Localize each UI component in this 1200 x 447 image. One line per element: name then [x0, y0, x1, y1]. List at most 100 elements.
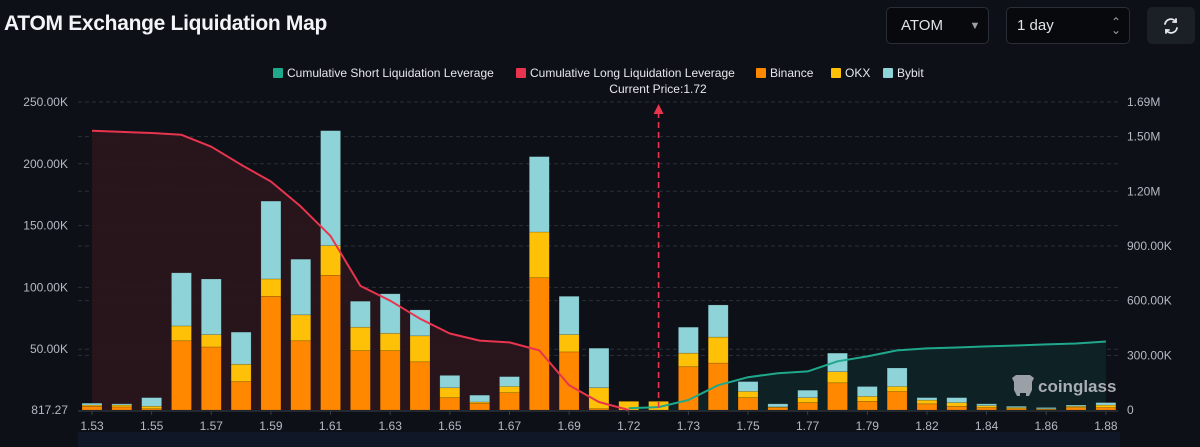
symbol-select-value: ATOM [901, 17, 943, 34]
bar-binance-4 [200, 346, 222, 411]
refresh-button[interactable] [1147, 7, 1195, 44]
left-axis-tick: 200.00K [23, 157, 68, 171]
bar-okx-7 [290, 314, 312, 342]
legend-swatch-1 [516, 68, 526, 78]
short-liquidation-line [628, 340, 1106, 410]
bar-okx-16 [558, 334, 580, 353]
bar-binance-13 [469, 402, 490, 411]
bar-okx-27 [886, 386, 908, 392]
x-axis-tick: 1.53 [80, 419, 104, 433]
bar-okx-25 [827, 371, 848, 384]
bar-bybit-28 [916, 397, 938, 401]
bar-bybit-29 [946, 397, 968, 403]
bar-bybit-30 [976, 403, 997, 406]
bar-bybit-33 [1065, 404, 1087, 407]
bar-okx-6 [260, 278, 282, 297]
bar-bybit-25 [827, 352, 848, 372]
left-axis-tick: 150.00K [23, 219, 68, 233]
bar-bybit-8 [320, 130, 341, 246]
bar-bybit-34 [1095, 402, 1117, 406]
x-axis-tick: 1.86 [1035, 419, 1059, 433]
right-axis-tick: 0 [1127, 403, 1134, 417]
x-axis-tick: 1.67 [498, 419, 522, 433]
bar-binance-14 [499, 392, 520, 411]
x-axis-tick: 1.55 [140, 419, 164, 433]
left-axis-tick: 50.00K [30, 342, 68, 356]
bar-binance-25 [827, 382, 848, 411]
left-axis-tick: 250.00K [23, 95, 68, 109]
bar-binance-1 [111, 406, 133, 411]
bar-bybit-23 [767, 403, 789, 408]
bar-binance-24 [797, 402, 818, 411]
bar-binance-21 [707, 362, 729, 411]
x-axis-tick: 1.82 [915, 419, 939, 433]
right-axis-tick: 1.50M [1127, 130, 1160, 144]
x-axis-tick: 1.59 [259, 419, 283, 433]
bar-binance-28 [916, 403, 938, 411]
x-axis-tick: 1.88 [1094, 419, 1118, 433]
bar-okx-14 [499, 386, 520, 393]
bar-bybit-21 [707, 304, 729, 338]
bar-bybit-17 [588, 347, 610, 389]
bar-binance-22 [737, 397, 759, 411]
current-price-label: Current Price:1.72 [609, 82, 707, 96]
bar-binance-32 [1035, 409, 1057, 411]
left-axis-tick: 100.00K [23, 280, 68, 294]
bar-okx-23 [767, 406, 789, 408]
bar-bybit-12 [439, 375, 461, 389]
bar-binance-5 [230, 381, 252, 411]
bar-okx-28 [916, 399, 938, 405]
bar-bybit-20 [678, 326, 699, 354]
bar-okx-3 [171, 325, 192, 342]
bar-binance-10 [379, 350, 401, 411]
zoom-slider[interactable] [78, 432, 1120, 447]
bar-okx-15 [528, 231, 550, 279]
legend-label: Binance [770, 66, 814, 80]
bar-binance-23 [767, 407, 789, 411]
bar-binance-30 [976, 407, 997, 411]
bar-okx-4 [200, 334, 222, 348]
refresh-icon [1164, 17, 1178, 34]
legend-label: OKX [845, 66, 870, 80]
bar-binance-29 [946, 405, 968, 411]
bar-bybit-13 [469, 394, 490, 403]
bar-binance-3 [171, 340, 192, 411]
bar-bybit-0 [81, 402, 103, 406]
bar-bybit-9 [350, 300, 371, 328]
bar-bybit-32 [1035, 407, 1057, 410]
bar-binance-6 [260, 295, 282, 411]
legend-swatch-4 [883, 68, 893, 78]
bar-binance-33 [1065, 407, 1087, 411]
period-select[interactable]: 1 day ⌃ ⌄ [1006, 7, 1130, 44]
bar-binance-0 [81, 405, 103, 411]
bar-bybit-14 [499, 376, 520, 387]
x-axis-tick: 1.73 [677, 419, 701, 433]
right-axis-tick: 900.00K [1127, 239, 1172, 253]
legend: Cumulative Short Liquidation Leverage Cum… [273, 66, 924, 80]
bar-okx-34 [1095, 404, 1117, 408]
x-axis-tick: 1.61 [319, 419, 343, 433]
bar-bybit-16 [558, 295, 580, 335]
bar-bybit-5 [230, 331, 252, 365]
watermark-text: coinglass [1038, 377, 1116, 396]
bar-okx-2 [141, 405, 162, 410]
bar-bybit-22 [737, 381, 759, 392]
legend-label: Cumulative Short Liquidation Leverage [287, 66, 494, 80]
bar-binance-9 [350, 350, 371, 411]
bar-bybit-6 [260, 200, 282, 280]
bar-okx-11 [409, 335, 431, 363]
symbol-select[interactable]: ATOM ▼ [886, 7, 989, 44]
bar-binance-27 [886, 391, 908, 411]
legend-swatch-0 [273, 68, 283, 78]
legend-swatch-2 [756, 68, 766, 78]
left-axis-tick: 817.27 [31, 403, 68, 417]
x-axis-tick: 1.69 [557, 419, 581, 433]
bar-bybit-7 [290, 258, 312, 316]
bar-bybit-4 [200, 278, 222, 335]
bar-okx-9 [350, 326, 371, 351]
bar-okx-12 [439, 387, 461, 398]
bar-binance-12 [439, 397, 461, 411]
long-liquidation-line [91, 129, 630, 411]
bar-okx-5 [230, 363, 252, 382]
